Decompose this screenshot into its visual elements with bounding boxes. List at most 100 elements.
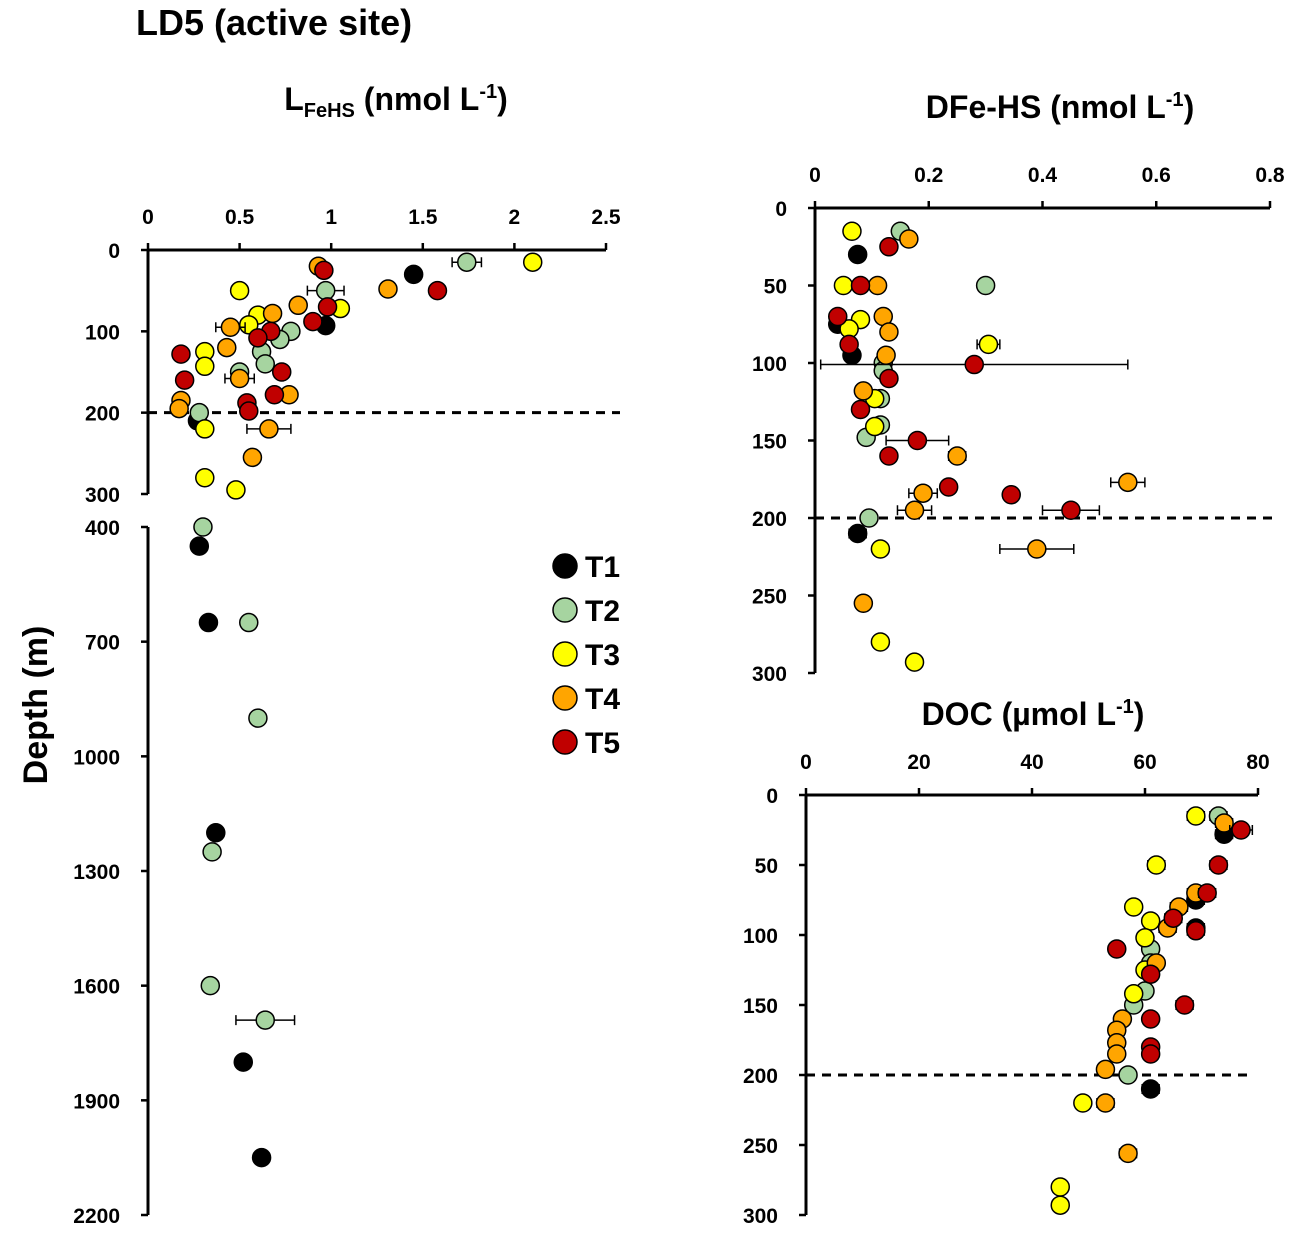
doc-t5-point (1197, 883, 1217, 903)
dfehs-t3-point (904, 652, 925, 672)
panel-doc-title-sup: -1 (1116, 696, 1134, 718)
doc-t5-point (1174, 995, 1195, 1015)
panel-lfehs-title-rest: (nmol L (355, 81, 479, 117)
lfehs-t4-point (288, 295, 308, 316)
lfehs-t1-point (403, 264, 424, 285)
doc-t3-point (1123, 984, 1144, 1004)
lfehs-lower-y-tick-label: 400 (85, 517, 120, 540)
dfehs-y-tick-label: 50 (764, 276, 787, 299)
doc-t3-point (1050, 1177, 1070, 1197)
dfehs-t4-point (876, 345, 896, 365)
dfehs-x-tick-label: 0.2 (914, 164, 943, 187)
lfehs-t1-point (206, 823, 226, 843)
doc-t4-point (1214, 813, 1234, 833)
lfehs-t2-point (255, 354, 275, 374)
doc-t3-point (1123, 897, 1144, 917)
lfehs-t5-point (174, 370, 195, 390)
lfehs-lower-y-tick-label: 1600 (73, 976, 120, 999)
figure-title: LD5 (active site) (136, 2, 412, 43)
lfehs-x-tick-label: 2.5 (591, 206, 621, 229)
panel-lfehs-title-sub: FeHS (304, 100, 355, 122)
dfehs-y-tick-label: 100 (752, 353, 787, 376)
legend-label-t2: T2 (585, 595, 620, 628)
doc-t5-point (1140, 1009, 1161, 1029)
doc-t5-point (1208, 855, 1229, 875)
doc-t3-point (1135, 928, 1155, 948)
panel-lfehs: LFeHS (nmol L-1) 0 0.5 1 1.5 2 2.5 0 100 200 300 4… (73, 81, 621, 1228)
doc-t3-point (1050, 1195, 1070, 1215)
dfehs-y-tick-label: 300 (752, 663, 787, 686)
dfehs-t5-point (879, 446, 899, 466)
dfehs-t5-point (828, 306, 848, 327)
lfehs-t2-point (255, 1010, 275, 1030)
dfehs-t3-point (842, 221, 862, 241)
dfehs-t5-point (850, 275, 871, 296)
lfehs-t2-point (315, 280, 336, 301)
dfehs-t1-point (847, 244, 868, 265)
doc-t3-point (1073, 1093, 1093, 1113)
panel-dfehs-title-sup: -1 (1166, 89, 1184, 111)
doc-t1-point (1140, 1079, 1161, 1099)
dfehs-t4-point (904, 500, 925, 520)
lfehs-t1-point (198, 612, 219, 633)
doc-t3-point (1140, 911, 1161, 931)
doc-x-tick-label: 60 (1133, 751, 1156, 774)
dfehs-t5-point (839, 334, 859, 355)
lfehs-x-tick-label: 0.5 (225, 206, 255, 229)
legend-marker-t2 (552, 597, 578, 623)
dfehs-t3-point (870, 539, 891, 559)
lfehs-upper-y-tick-label: 100 (85, 321, 120, 344)
panel-dfehs-title-main: DFe-HS (nmol L (926, 89, 1166, 125)
dfehs-t5-point (879, 237, 899, 257)
lfehs-t3-point (195, 467, 215, 488)
lfehs-t4-point (229, 368, 250, 389)
dfehs-t4-point (1027, 539, 1047, 559)
doc-y-tick-label: 250 (743, 1135, 778, 1158)
legend-label-t5: T5 (585, 727, 620, 760)
doc-t5-point (1186, 921, 1206, 941)
lfehs-x-tick-label: 0 (142, 206, 154, 229)
lfehs-t3-point (195, 419, 215, 439)
dfehs-t5-point (1061, 500, 1081, 520)
doc-y-tick-label: 300 (743, 1205, 778, 1228)
lfehs-t2-point (193, 517, 213, 537)
lfehs-lower-y-tick-label: 1900 (73, 1090, 120, 1113)
doc-y-tick-label: 200 (743, 1065, 778, 1088)
dfehs-t3-point (864, 416, 885, 437)
lfehs-t4-point (262, 303, 283, 324)
doc-y-tick-label: 0 (766, 785, 778, 808)
dfehs-x-tick-label: 0.4 (1028, 164, 1058, 187)
dfehs-t4-point (867, 275, 888, 296)
dfehs-t4-point (1118, 472, 1138, 493)
lfehs-t3-point (522, 252, 543, 272)
dfehs-t5-point (964, 354, 984, 375)
panel-doc: DOC (µmol L-1) 0 20 40 60 80 0 50 100 150 200 250 3… (743, 696, 1270, 1228)
lfehs-lower-y-tick-label: 700 (85, 632, 120, 655)
panel-dfehs-points (819, 221, 1146, 672)
lfehs-t2-point (457, 252, 477, 272)
dfehs-t5-point (1001, 485, 1021, 505)
panel-lfehs-title: LFeHS (nmol L-1) (284, 81, 508, 122)
dfehs-t5-point (850, 399, 871, 420)
dfehs-y-tick-label: 200 (752, 508, 787, 531)
panel-lfehs-axes: 0 0.5 1 1.5 2 2.5 0 100 200 300 400 700 1000 1300 1600… (73, 206, 621, 1228)
lfehs-lower-y-tick-label: 2200 (73, 1205, 120, 1228)
panel-doc-title: DOC (µmol L-1) (922, 696, 1145, 732)
dfehs-t5-point (879, 368, 899, 389)
legend-label-t3: T3 (585, 639, 620, 672)
doc-y-tick-label: 150 (743, 995, 778, 1018)
panel-doc-title-end: ) (1134, 696, 1145, 732)
panel-doc-points (1050, 806, 1254, 1215)
lfehs-x-tick-label: 1 (325, 206, 337, 229)
dfehs-t4-point (853, 593, 874, 613)
legend-label-t1: T1 (585, 551, 620, 584)
lfehs-t5-point (314, 260, 334, 281)
lfehs-t5-point (248, 328, 268, 348)
legend-marker-t4 (552, 685, 578, 711)
lfehs-t2-point (200, 975, 221, 996)
doc-y-tick-label: 100 (743, 925, 778, 948)
lfehs-t4-point (169, 398, 189, 419)
doc-t5-point (1107, 939, 1127, 959)
legend-marker-t1 (552, 553, 578, 579)
